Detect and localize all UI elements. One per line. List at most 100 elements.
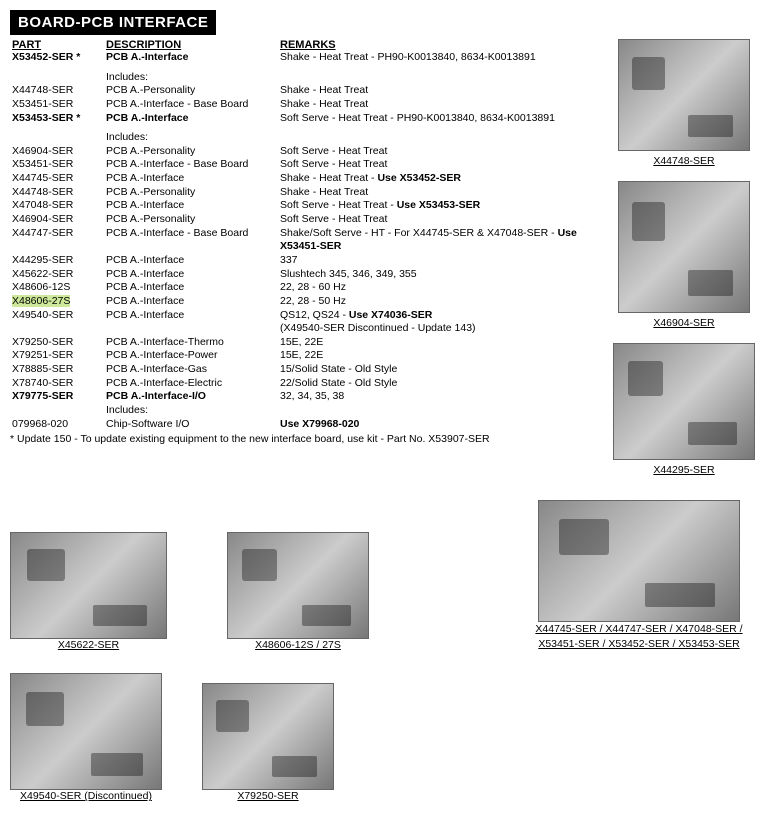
image-label: X48606-12S / 27S (255, 639, 341, 651)
cell-desc: PCB A.-Interface-Thermo (104, 336, 278, 350)
cell-desc: PCB A.-Interface-I/O (104, 390, 278, 404)
cell-remarks (278, 404, 601, 418)
right-image-column: X44748-SER X46904-SER X44295-SER (609, 39, 759, 486)
cell-part (10, 404, 104, 418)
cell-part: X44747-SER (10, 227, 104, 254)
cell-part: X44748-SER (10, 84, 104, 98)
cell-desc: Chip-Software I/O (104, 418, 278, 432)
cell-part: X78740-SER (10, 377, 104, 391)
cell-desc: Includes: (104, 131, 278, 145)
cell-part: X78885-SER (10, 363, 104, 377)
table-row: X48606-12SPCB A.-Interface22, 28 - 60 Hz (10, 281, 601, 295)
table-row: X46904-SERPCB A.-PersonalitySoft Serve -… (10, 213, 601, 227)
parts-table: PART DESCRIPTION REMARKS X53452-SER *PCB… (10, 39, 601, 431)
cell-desc: PCB A.-Interface (104, 51, 278, 65)
main-layout: PART DESCRIPTION REMARKS X53452-SER *PCB… (10, 39, 759, 486)
cell-part: X46904-SER (10, 145, 104, 159)
cell-remarks: Shake - Heat Treat (278, 98, 601, 112)
pcb-image (227, 532, 369, 639)
image-label: X44748-SER (653, 155, 714, 167)
image-label: X49540-SER (Discontinued) (20, 790, 152, 802)
cell-remarks (278, 131, 601, 145)
cell-part: X47048-SER (10, 199, 104, 213)
cell-remarks: Soft Serve - Heat Treat (278, 158, 601, 172)
table-row: X79775-SERPCB A.-Interface-I/O32, 34, 35… (10, 390, 601, 404)
cell-remarks: Soft Serve - Heat Treat - PH90-K0013840,… (278, 112, 601, 126)
cell-remarks: Soft Serve - Heat Treat (278, 213, 601, 227)
cell-part: X48606-27S (10, 295, 104, 309)
cell-part: X53451-SER (10, 158, 104, 172)
cell-remarks: Soft Serve - Heat Treat (278, 145, 601, 159)
cell-part: X53452-SER * (10, 51, 104, 65)
table-row: Includes: (10, 131, 601, 145)
cell-desc: PCB A.-Interface (104, 172, 278, 186)
cell-part: X44745-SER (10, 172, 104, 186)
table-row: X48606-27SPCB A.-Interface22, 28 - 50 Hz (10, 295, 601, 309)
table-row: X45622-SERPCB A.-InterfaceSlushtech 345,… (10, 268, 601, 282)
col-remarks: REMARKS (278, 39, 601, 51)
table-row: X53452-SER *PCB A.-InterfaceShake - Heat… (10, 51, 601, 65)
cell-desc: PCB A.-Personality (104, 213, 278, 227)
cell-desc: Includes: (104, 71, 278, 85)
cell-part: X48606-12S (10, 281, 104, 295)
cell-part: X53453-SER * (10, 112, 104, 126)
cell-part: X79775-SER (10, 390, 104, 404)
cell-remarks: Slushtech 345, 346, 349, 355 (278, 268, 601, 282)
bottom-gallery: X45622-SERX48606-12S / 27SX44745-SER / X… (10, 500, 759, 812)
cell-desc: PCB A.-Interface-Gas (104, 363, 278, 377)
cell-part: X49540-SER (10, 309, 104, 336)
gallery-cell: X45622-SER (10, 532, 167, 661)
table-area: PART DESCRIPTION REMARKS X53452-SER *PCB… (10, 39, 601, 486)
cell-part: X79251-SER (10, 349, 104, 363)
cell-remarks: 15E, 22E (278, 336, 601, 350)
pcb-image (538, 500, 740, 622)
cell-desc: PCB A.-Interface (104, 112, 278, 126)
cell-remarks: 15/Solid State - Old Style (278, 363, 601, 377)
cell-remarks: Shake/Soft Serve - HT - For X44745-SER &… (278, 227, 601, 254)
cell-desc: PCB A.-Interface (104, 309, 278, 336)
cell-desc: PCB A.-Interface (104, 199, 278, 213)
table-row: X79251-SERPCB A.-Interface-Power15E, 22E (10, 349, 601, 363)
cell-remarks: Shake - Heat Treat (278, 186, 601, 200)
cell-part (10, 71, 104, 85)
image-label: X79250-SER (237, 790, 298, 802)
gallery-cell: X48606-12S / 27S (227, 532, 369, 661)
gallery-cell: X79250-SER (202, 683, 334, 812)
table-row: X78740-SERPCB A.-Interface-Electric22/So… (10, 377, 601, 391)
cell-desc: Includes: (104, 404, 278, 418)
cell-part: X46904-SER (10, 213, 104, 227)
cell-remarks: Shake - Heat Treat - PH90-K0013840, 8634… (278, 51, 601, 65)
image-label: X46904-SER (653, 317, 714, 329)
table-row: X44295-SERPCB A.-Interface337 (10, 254, 601, 268)
section-title: BOARD-PCB INTERFACE (10, 10, 216, 35)
cell-part: X79250-SER (10, 336, 104, 350)
col-part: PART (10, 39, 104, 51)
cell-remarks: 22/Solid State - Old Style (278, 377, 601, 391)
cell-remarks: Shake - Heat Treat - Use X53452-SER (278, 172, 601, 186)
pcb-image (618, 39, 750, 151)
table-row: X46904-SERPCB A.-PersonalitySoft Serve -… (10, 145, 601, 159)
table-row: X79250-SERPCB A.-Interface-Thermo15E, 22… (10, 336, 601, 350)
cell-remarks: Shake - Heat Treat (278, 84, 601, 98)
cell-part: X44748-SER (10, 186, 104, 200)
cell-desc: PCB A.-Interface (104, 254, 278, 268)
cell-desc: PCB A.-Interface (104, 295, 278, 309)
table-row: X47048-SERPCB A.-InterfaceSoft Serve - H… (10, 199, 601, 213)
cell-desc: PCB A.-Personality (104, 186, 278, 200)
gallery-cell: X49540-SER (Discontinued) (10, 673, 162, 812)
pcb-image (10, 532, 167, 639)
table-row: Includes: (10, 404, 601, 418)
table-row: X53451-SERPCB A.-Interface - Base BoardS… (10, 98, 601, 112)
table-row: Includes: (10, 71, 601, 85)
table-row: X53451-SERPCB A.-Interface - Base BoardS… (10, 158, 601, 172)
cell-part (10, 131, 104, 145)
table-row: X53453-SER *PCB A.-InterfaceSoft Serve -… (10, 112, 601, 126)
cell-remarks: 15E, 22E (278, 349, 601, 363)
image-label: X44295-SER (653, 464, 714, 476)
cell-part: X53451-SER (10, 98, 104, 112)
cell-remarks: Use X79968-020 (278, 418, 601, 432)
cell-desc: PCB A.-Interface-Power (104, 349, 278, 363)
cell-desc: PCB A.-Interface - Base Board (104, 158, 278, 172)
pcb-image (10, 673, 162, 790)
table-row: X44745-SERPCB A.-InterfaceShake - Heat T… (10, 172, 601, 186)
